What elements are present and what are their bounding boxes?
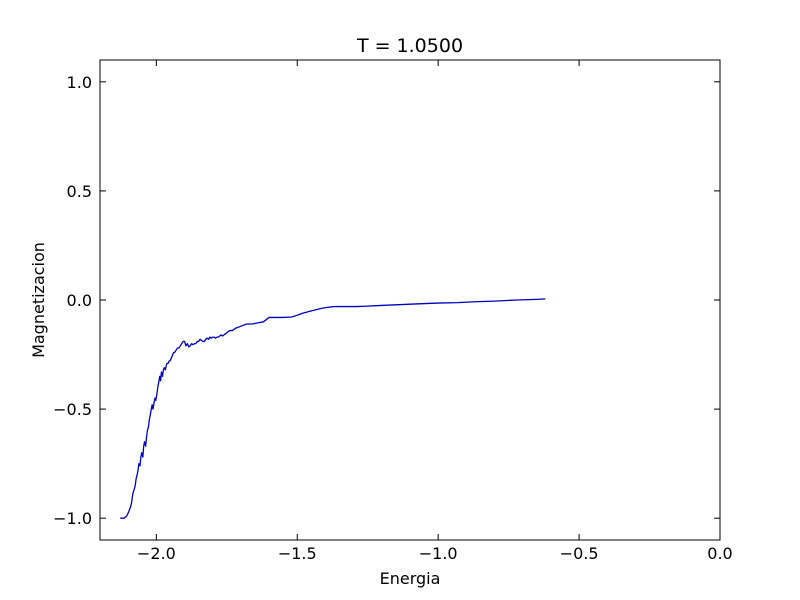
y-tick-label: −1.0 xyxy=(53,509,92,528)
y-tick-label: 1.0 xyxy=(67,73,92,92)
x-tick-label: −1.5 xyxy=(278,544,317,563)
x-axis-label: Energia xyxy=(380,569,441,588)
chart-title: T = 1.0500 xyxy=(356,35,463,57)
x-tick-label: −1.0 xyxy=(419,544,458,563)
plot-frame xyxy=(99,59,721,541)
y-tick-label: 0.0 xyxy=(67,291,92,310)
series-line-0 xyxy=(120,298,546,519)
x-tick-label: −2.0 xyxy=(137,544,176,563)
x-tick-label: −0.5 xyxy=(560,544,599,563)
y-tick-label: −0.5 xyxy=(53,400,92,419)
y-axis-label: Magnetizacion xyxy=(29,242,48,358)
y-tick-label: 0.5 xyxy=(67,182,92,201)
x-tick-label: 0.0 xyxy=(707,544,732,563)
